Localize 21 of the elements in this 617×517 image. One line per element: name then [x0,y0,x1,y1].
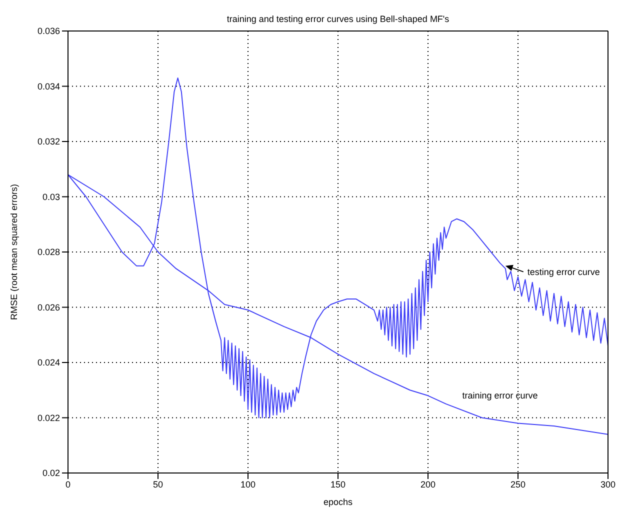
annotation: testing error curve [527,266,600,277]
annotation: training error curve [462,390,538,401]
x-tick-label: 100 [240,479,256,490]
y-axis-title: RMSE (root mean squared errors) [9,184,20,320]
y-tick-label: 0.026 [37,302,60,312]
x-tick-label: 0 [65,479,71,490]
x-tick-label: 250 [510,479,526,490]
y-tick-label: 0.02 [42,468,60,478]
x-axis-title: epochs [323,497,354,507]
x-tick-label: 300 [600,479,616,490]
y-tick-label: 0.032 [37,136,60,147]
y-tick-label: 0.036 [37,26,60,36]
y-tick-label: 0.024 [37,358,60,368]
x-tick-label: 200 [420,479,436,490]
x-tick-label: 150 [330,479,346,490]
y-tick-label: 0.034 [37,81,60,92]
y-tick-label: 0.03 [42,192,60,202]
y-tick-label: 0.028 [37,247,60,258]
x-tick-label: 50 [152,479,164,490]
chart-title: training and testing error curves using Bell-shaped MF's [226,14,450,24]
y-tick-label: 0.022 [37,412,60,423]
